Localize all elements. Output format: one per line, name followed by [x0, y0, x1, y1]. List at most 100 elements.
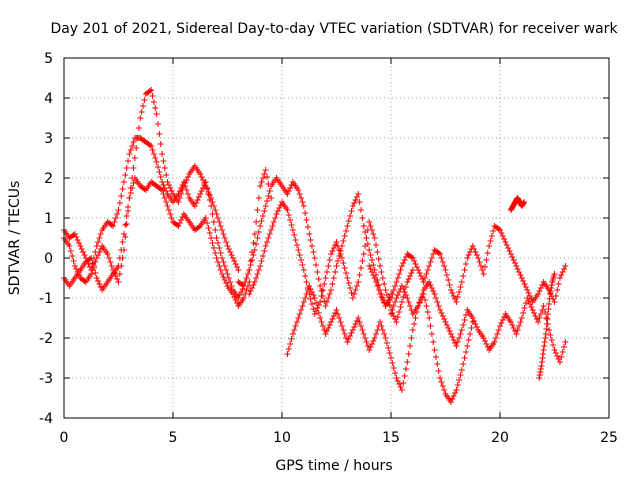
data-point — [453, 299, 460, 305]
data-point — [546, 301, 553, 307]
data-point — [160, 191, 167, 197]
data-point — [542, 335, 549, 341]
data-point — [517, 319, 524, 325]
data-point — [439, 259, 446, 265]
data-point — [205, 191, 212, 197]
data-point — [303, 291, 310, 297]
data-point — [507, 319, 514, 325]
data-point — [178, 185, 185, 191]
data-point — [206, 230, 213, 236]
data-point — [552, 350, 559, 356]
data-point — [561, 344, 568, 350]
data-point — [392, 299, 399, 305]
data-point — [71, 263, 78, 269]
data-point — [525, 290, 532, 296]
data-point — [333, 263, 340, 269]
data-point — [390, 303, 397, 309]
data-point — [318, 319, 325, 325]
data-point — [419, 291, 426, 297]
data-point — [393, 295, 400, 301]
series-track-f — [284, 283, 476, 405]
data-point — [268, 227, 275, 233]
data-point — [194, 197, 201, 203]
data-point — [322, 303, 329, 309]
data-point — [212, 207, 219, 213]
data-point — [348, 290, 355, 296]
data-point — [464, 343, 471, 349]
data-point — [272, 215, 279, 221]
data-point — [284, 191, 291, 197]
data-point — [422, 275, 429, 281]
data-point — [221, 277, 228, 283]
data-point — [518, 275, 525, 281]
data-point — [348, 208, 355, 214]
data-point — [434, 361, 441, 367]
data-point — [379, 327, 386, 333]
data-point — [555, 281, 562, 287]
data-point — [370, 262, 377, 268]
data-point — [328, 319, 335, 325]
data-point — [313, 262, 320, 268]
data-point — [396, 309, 403, 315]
data-point — [115, 207, 122, 213]
data-point — [548, 337, 555, 343]
data-point — [518, 315, 525, 321]
data-point — [157, 141, 164, 147]
data-point — [377, 263, 384, 269]
data-point — [407, 303, 414, 309]
data-point — [513, 331, 520, 337]
y-axis-label: SDTVAR / TECUs — [7, 181, 23, 296]
data-point — [214, 259, 221, 265]
data-point — [430, 288, 437, 294]
data-point — [482, 264, 489, 270]
data-point — [219, 255, 226, 261]
data-point — [366, 347, 373, 353]
data-point — [288, 182, 295, 188]
data-point — [249, 257, 256, 263]
data-point — [400, 260, 407, 266]
data-point — [254, 207, 261, 213]
data-point — [554, 353, 561, 359]
data-point — [74, 237, 81, 243]
data-point — [471, 246, 478, 252]
data-point — [428, 255, 435, 261]
data-point — [419, 276, 426, 282]
data-point — [353, 283, 360, 289]
data-point — [367, 223, 374, 229]
data-point — [490, 228, 497, 234]
data-point — [97, 284, 104, 290]
data-point — [292, 323, 299, 329]
data-point — [332, 310, 339, 316]
y-tick-label: 5 — [44, 51, 53, 67]
data-point — [120, 179, 127, 185]
data-point — [133, 145, 140, 151]
series-track-c — [61, 175, 253, 309]
data-point — [148, 87, 155, 93]
data-point — [80, 249, 87, 255]
data-point — [88, 255, 95, 261]
data-point — [438, 310, 445, 316]
data-point — [73, 234, 80, 240]
data-point — [548, 282, 555, 288]
data-point — [545, 306, 552, 312]
data-point — [416, 299, 423, 305]
data-point — [428, 285, 435, 291]
data-point — [457, 372, 464, 378]
data-point — [155, 164, 162, 170]
data-point — [216, 219, 223, 225]
data-point — [306, 283, 313, 289]
data-point — [559, 269, 566, 275]
data-point — [340, 238, 347, 244]
data-point — [445, 325, 452, 331]
data-point — [97, 231, 104, 237]
x-tick-label: 15 — [382, 430, 400, 446]
data-point — [536, 315, 543, 321]
y-tick-label: -4 — [39, 411, 53, 427]
series-track-h — [388, 279, 569, 365]
data-point — [509, 254, 516, 260]
data-point — [539, 355, 546, 361]
data-point — [167, 185, 174, 191]
series-track-e — [246, 199, 416, 325]
data-point — [293, 242, 300, 248]
